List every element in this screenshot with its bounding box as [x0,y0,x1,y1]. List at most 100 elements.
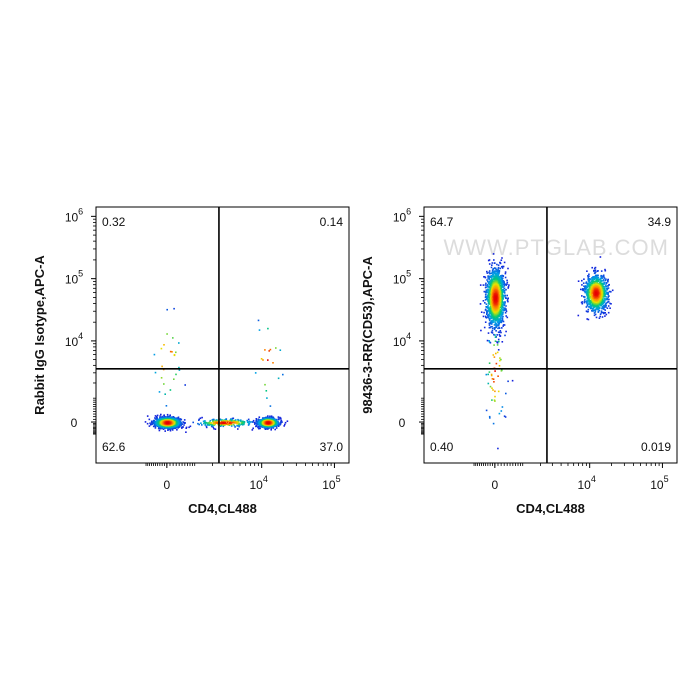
event-point [593,314,596,317]
event-point [606,293,609,295]
event-point [496,342,499,344]
event-point [197,422,199,425]
event-point [280,417,282,420]
event-point [496,263,498,266]
event-point [604,312,606,314]
event-point [588,273,590,276]
event-point [178,420,181,422]
event-point [185,426,188,429]
event-point [490,312,492,314]
event-point [211,424,213,426]
event-point [246,421,249,423]
event-point [160,413,162,416]
event-point [594,274,597,277]
event-point [501,296,504,299]
event-point [491,279,494,281]
event-point [498,331,501,334]
event-point [279,349,282,351]
event-point [488,280,491,283]
event-point [264,418,267,421]
event-point [151,421,153,424]
event-point [505,330,507,333]
event-point [491,329,494,332]
event-point [236,421,238,423]
event-point [587,295,589,297]
event-point [178,342,180,344]
event-point [586,305,589,307]
event-point [508,284,510,286]
event-point [203,422,205,425]
event-point [198,423,200,426]
event-point [593,278,596,281]
event-point [492,422,495,425]
event-point [600,283,602,285]
event-point [504,296,507,299]
event-point [611,289,614,292]
event-point [595,301,598,303]
event-point [503,289,506,292]
event-point [183,424,185,426]
event-point [485,290,488,292]
event-point [498,412,501,415]
event-point [149,424,152,426]
event-point [605,306,607,308]
event-point [503,307,506,310]
event-point [171,429,174,431]
event-point [269,405,272,407]
event-point [583,301,586,304]
event-point [489,309,491,312]
event-point [606,288,609,291]
event-point [598,317,601,319]
event-point [584,298,586,301]
event-point [599,279,601,281]
event-point [502,325,504,327]
event-point [166,422,169,424]
event-point [156,414,159,417]
event-point [493,278,495,281]
quadrant-label-top-left: 0.32 [102,215,126,229]
event-point [486,283,489,286]
event-point [602,283,604,285]
event-point [602,299,605,301]
event-point [591,266,593,269]
event-point [586,286,589,289]
event-point [256,423,258,426]
event-point [207,422,210,424]
event-point [500,321,502,324]
event-point [209,419,212,422]
event-point [495,273,497,276]
event-point [487,373,489,376]
event-point [598,298,601,301]
event-point [586,303,589,306]
event-point [499,306,502,309]
event-point [252,419,255,422]
event-point [503,282,506,285]
event-point [180,418,182,421]
event-point [232,423,235,426]
event-point [600,291,603,294]
event-point [487,316,490,318]
event-point [593,270,595,272]
event-point [603,277,606,279]
event-point [153,353,156,356]
event-point [488,324,491,326]
event-point [220,425,222,427]
event-point [258,416,261,418]
event-point [607,311,610,314]
event-point [594,280,597,283]
event-point [506,316,509,319]
event-point [582,282,585,284]
event-point [252,427,254,430]
event-point [501,319,504,322]
event-point [163,344,165,346]
event-point [488,310,491,313]
event-point [498,304,501,307]
event-point [495,268,497,271]
event-point [192,421,194,424]
event-point [479,303,482,305]
event-point [502,315,504,318]
y-axis-label: Rabbit IgG Isotype,APC-A [32,255,47,415]
event-point [602,305,605,307]
event-point [585,306,588,308]
event-point [581,284,583,286]
